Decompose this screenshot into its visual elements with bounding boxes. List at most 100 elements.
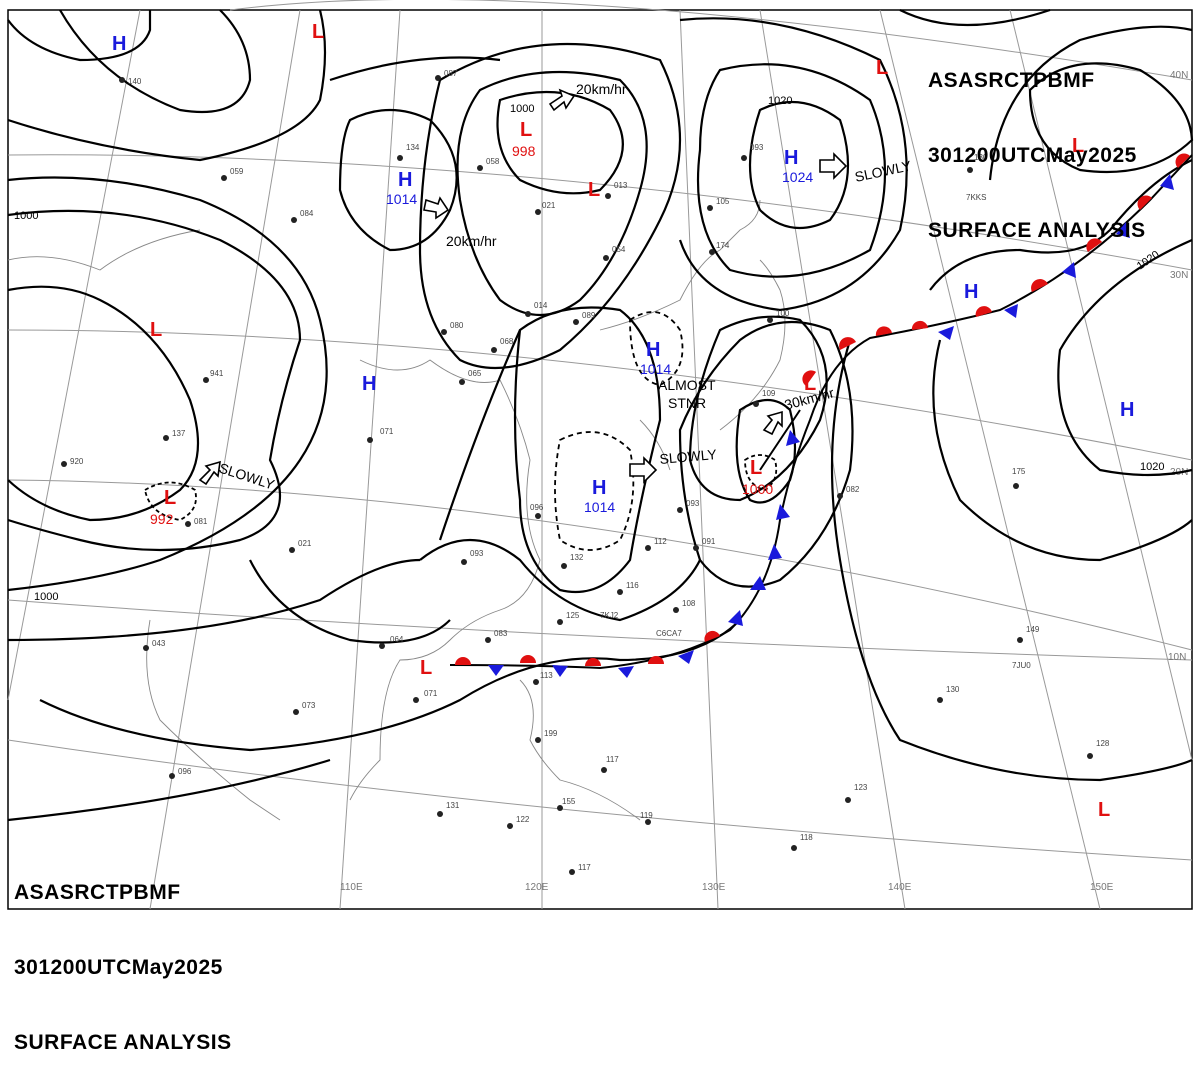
annotation-label: STNR xyxy=(668,395,706,411)
station-plot: 149 xyxy=(1017,625,1040,643)
svg-text:096: 096 xyxy=(178,767,192,776)
chart-header-bottom: ASASRCTPBMF 301200UTCMay2025 SURFACE ANA… xyxy=(14,830,232,1080)
svg-text:091: 091 xyxy=(702,537,716,546)
station-plot: 105 xyxy=(707,197,730,211)
svg-text:131: 131 xyxy=(446,801,460,810)
isobar-north-2 xyxy=(7,9,327,162)
station-plot: 084 xyxy=(291,209,314,223)
header-month: May xyxy=(131,956,175,979)
ship-callsign: 7JU0 xyxy=(1012,661,1031,670)
station-plot: 087 xyxy=(435,69,458,81)
parallel-20n xyxy=(7,329,1193,461)
svg-text:065: 065 xyxy=(468,369,482,378)
header-issuer-code: BMF xyxy=(1047,69,1095,92)
svg-text:112: 112 xyxy=(654,537,667,546)
svg-text:134: 134 xyxy=(406,143,420,152)
station-plot: 134 xyxy=(397,143,420,161)
isobar-1004-low xyxy=(456,70,648,317)
isobar-996-west xyxy=(7,285,200,522)
ship-callsign: 7KJ2 xyxy=(600,611,619,620)
station-plot: 089 xyxy=(573,311,596,325)
station-plot: 068 xyxy=(491,337,514,353)
isobar-label: 1000 xyxy=(14,210,38,222)
station-plot: 125 xyxy=(557,611,580,625)
station-plot: 073 xyxy=(293,701,316,715)
motion-arrows xyxy=(198,88,848,486)
isobar-north-east xyxy=(899,8,1051,27)
high-pressure-center: H xyxy=(362,373,376,395)
svg-text:108: 108 xyxy=(682,599,696,608)
svg-text:080: 080 xyxy=(450,321,464,330)
ship-callsign: C6CA7 xyxy=(656,629,682,638)
station-plot: 093 xyxy=(461,549,484,565)
isobar-ne-2 xyxy=(988,25,1193,181)
svg-text:013: 013 xyxy=(614,181,628,190)
isobar-label: 1020 xyxy=(1140,461,1164,473)
kyushu-coast xyxy=(639,419,671,471)
motion-label: 20km/hr xyxy=(576,81,627,97)
station-plot: 059 xyxy=(221,167,244,181)
isobar-1008-north xyxy=(329,56,501,82)
station-plot: 118 xyxy=(791,833,813,851)
svg-text:920: 920 xyxy=(70,457,84,466)
isobar-1008-central-west xyxy=(438,329,522,541)
station-plot: 116 xyxy=(617,581,639,595)
svg-text:073: 073 xyxy=(302,701,316,710)
arrow-icon xyxy=(423,196,450,220)
station-plot: 064 xyxy=(379,635,404,649)
high-pressure-center: H xyxy=(964,281,978,303)
parallel-40n xyxy=(229,0,1193,81)
header-center-code: ASAS xyxy=(928,69,989,92)
svg-text:155: 155 xyxy=(562,797,576,806)
center-pressure-value: 992 xyxy=(150,511,174,527)
header-time: 301200UTC xyxy=(14,956,132,979)
station-plot: 131 xyxy=(437,801,460,817)
japan-coast xyxy=(719,259,786,431)
svg-text:087: 087 xyxy=(444,69,458,78)
station-plot: 117 xyxy=(601,755,619,773)
station-plot: 065 xyxy=(459,369,482,385)
low-pressure-center: L xyxy=(164,487,176,509)
svg-text:105: 105 xyxy=(716,197,730,206)
header-title: SURFACE ANALYSIS xyxy=(928,219,1146,242)
station-plot: 093 xyxy=(677,499,700,513)
header-time: 301200UTC xyxy=(928,144,1046,167)
arrow-icon xyxy=(198,460,221,486)
center-pressure-value: 1014 xyxy=(584,499,615,515)
station-plot: 155 xyxy=(557,797,576,811)
isobar-label: 1000 xyxy=(510,103,534,115)
header-month: May xyxy=(1045,144,1089,167)
isobar-1012-high xyxy=(338,108,458,252)
meridian-110e xyxy=(339,9,401,910)
meridian-130e xyxy=(679,9,719,910)
isobar-low-ne xyxy=(1028,62,1194,174)
center-pressure-value: 1014 xyxy=(386,191,417,207)
svg-text:149: 149 xyxy=(1026,625,1040,634)
svg-text:174: 174 xyxy=(716,241,730,250)
isobar-north-1 xyxy=(7,10,152,62)
arrow-icon xyxy=(762,410,783,436)
svg-text:043: 043 xyxy=(152,639,166,648)
svg-text:083: 083 xyxy=(494,629,508,638)
station-plot: 093 xyxy=(741,143,764,161)
arrow-icon xyxy=(629,456,658,484)
low-pressure-center: L xyxy=(876,57,888,79)
isobar-1008-japan xyxy=(688,315,828,502)
svg-text:941: 941 xyxy=(210,369,224,378)
high-pressure-center: H xyxy=(784,147,798,169)
svg-text:093: 093 xyxy=(750,143,764,152)
station-plots: 140 087 134 059 084 058 021 013 054 014 … xyxy=(61,69,1110,875)
station-plot: 096 xyxy=(169,767,192,779)
header-title: SURFACE ANALYSIS xyxy=(14,1031,232,1054)
svg-text:119: 119 xyxy=(640,811,653,820)
center-pressure-value: 1000 xyxy=(742,481,773,497)
station-plot: 113 xyxy=(533,671,553,685)
center-pressure-value: 1024 xyxy=(782,169,813,185)
motion-label: SLOWLY xyxy=(659,446,718,467)
low-pressure-center: L xyxy=(1098,799,1110,821)
high-pressure-center: H xyxy=(112,33,126,55)
svg-text:064: 064 xyxy=(390,635,404,644)
cold-front-japan xyxy=(759,409,801,471)
svg-text:113: 113 xyxy=(540,671,553,680)
svg-text:137: 137 xyxy=(172,429,186,438)
